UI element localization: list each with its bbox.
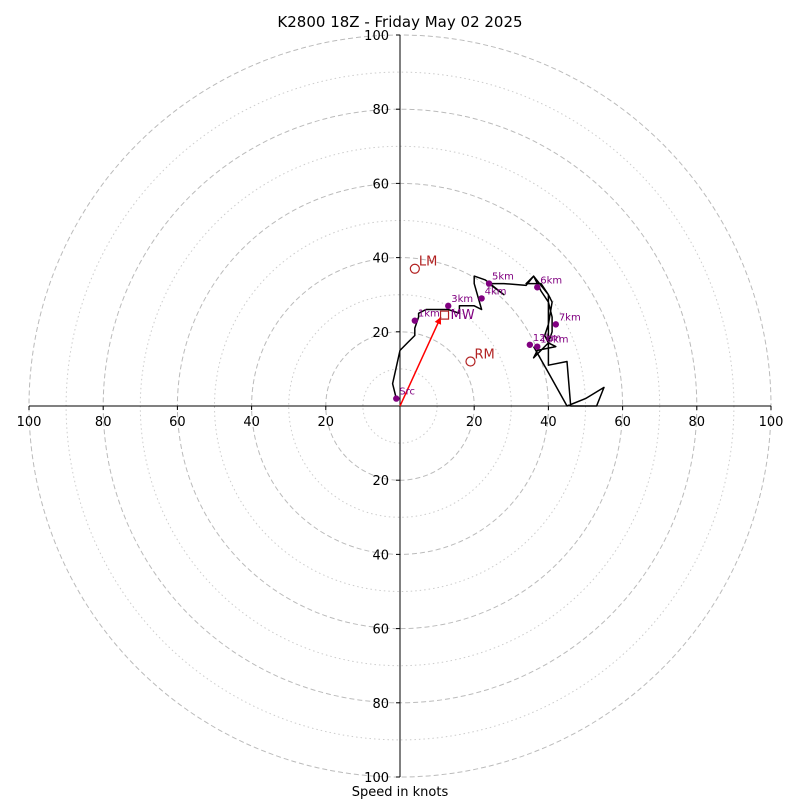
hodograph-line xyxy=(391,275,605,407)
height-point-10km xyxy=(534,343,541,350)
y-tick-label: 60 xyxy=(372,177,389,192)
x-tick-label: 100 xyxy=(17,415,42,430)
hodograph-trace xyxy=(391,275,605,407)
chart-title: K2800 18Z - Friday May 02 2025 xyxy=(277,13,522,31)
y-tick-label: 60 xyxy=(372,623,389,638)
storm-motion-LM xyxy=(409,263,420,274)
x-tick-label: 40 xyxy=(243,415,260,430)
y-tick-label: 40 xyxy=(372,548,389,563)
y-tick-label: 80 xyxy=(372,697,389,712)
shear-arrow-head xyxy=(434,316,442,325)
x-tick-label: 20 xyxy=(466,415,483,430)
y-tick-label: 100 xyxy=(364,771,389,786)
y-tick-label: 80 xyxy=(372,103,389,118)
x-tick-label: 100 xyxy=(759,415,784,430)
storm-motion-RM xyxy=(465,356,476,367)
y-tick-label: 40 xyxy=(372,252,389,267)
mean-wind-marker xyxy=(439,310,450,320)
height-point-12km xyxy=(526,341,534,348)
x-tick-label: 80 xyxy=(689,415,706,430)
height-point-5km xyxy=(485,280,493,287)
storm-motion-label-RM: RM xyxy=(474,347,494,362)
x-axis-label: Speed in knots xyxy=(352,785,449,800)
height-label-6km: 6km xyxy=(540,275,562,286)
mean-wind-label: MW xyxy=(451,308,475,323)
storm-motion-label-LM: LM xyxy=(419,255,437,270)
x-tick-label: 60 xyxy=(169,415,186,430)
height-point-4km xyxy=(478,295,485,302)
y-tick-label: 20 xyxy=(372,326,389,341)
height-point-1km xyxy=(411,317,419,324)
y-tick-label: 20 xyxy=(372,474,389,489)
height-point-7km xyxy=(552,321,560,328)
x-tick-label: 80 xyxy=(95,415,112,430)
storm-motion-markers: LM RM xyxy=(409,255,495,367)
height-label-5km: 5km xyxy=(492,272,514,283)
tick-labels: 100 80 60 40 20 20 40 60 80 100 100 80 60 40 20 20 40 60 8… xyxy=(17,29,784,786)
height-label-1km: 1km xyxy=(418,309,440,320)
height-label-12km: 12km xyxy=(533,333,561,344)
shear-arrow xyxy=(399,316,442,407)
height-point-6km xyxy=(534,284,541,291)
y-tick-label: 100 xyxy=(364,29,389,44)
height-point-3km xyxy=(445,302,452,310)
height-label-Src: Src xyxy=(399,387,415,398)
shear-arrow-shaft xyxy=(399,316,442,407)
height-point-Src xyxy=(393,395,400,402)
x-tick-label: 60 xyxy=(614,415,631,430)
height-label-3km: 3km xyxy=(451,294,473,305)
x-tick-label: 40 xyxy=(540,415,557,430)
height-label-10km: 10km xyxy=(540,335,568,346)
height-label-4km: 4km xyxy=(485,286,507,297)
height-label-7km: 7km xyxy=(559,312,581,323)
x-tick-label: 20 xyxy=(318,415,335,430)
